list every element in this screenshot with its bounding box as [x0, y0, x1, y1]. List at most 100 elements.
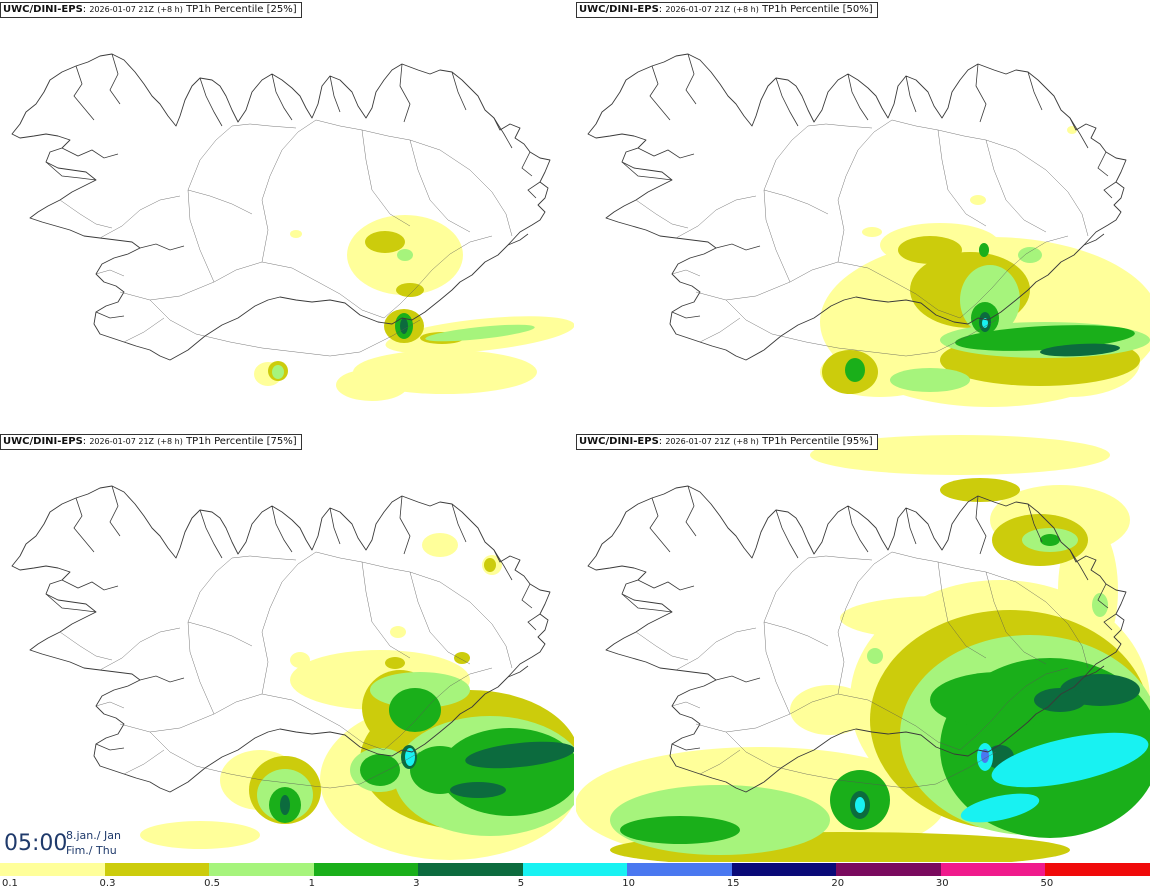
fjord	[1097, 583, 1109, 609]
road	[409, 571, 471, 665]
precip-map-p75	[11, 485, 574, 860]
precip-area	[389, 688, 441, 732]
precip-area	[290, 652, 310, 668]
road	[891, 551, 1089, 669]
precip-area	[290, 230, 302, 238]
precip-area	[1018, 247, 1042, 263]
legend-swatch	[104, 863, 210, 876]
road	[675, 627, 757, 671]
fjord	[649, 65, 671, 121]
fjord	[775, 77, 799, 127]
road	[409, 139, 471, 233]
fjord	[715, 675, 761, 683]
legend-swatch	[0, 863, 106, 876]
coastline	[587, 485, 1127, 793]
road	[763, 621, 829, 647]
precip-area	[140, 821, 260, 849]
legend-label: 5	[517, 878, 525, 889]
precip-area	[385, 657, 405, 669]
fjord	[73, 65, 95, 121]
precip-area	[960, 793, 1040, 823]
fjord	[671, 743, 701, 751]
precip-area	[360, 754, 400, 786]
panel-title: UWC/DINI-EPS: 2026-01-07 21Z (+8 h) TP1h…	[0, 2, 302, 18]
legend-label: 3	[413, 878, 420, 889]
precip-area	[898, 236, 962, 264]
precip-area	[410, 746, 470, 794]
valid-time-box: 05:00 8.jan./ Jan Fim./ Thu	[0, 823, 130, 861]
road	[59, 631, 113, 661]
road	[959, 235, 1069, 319]
road	[725, 731, 997, 789]
road	[837, 119, 893, 263]
precip-area	[862, 227, 882, 237]
legend-swatch	[313, 863, 419, 876]
fjord	[399, 495, 411, 555]
panel-title: UWC/DINI-EPS: 2026-01-07 21Z (+8 h) TP1h…	[576, 434, 878, 450]
precip-area	[845, 358, 865, 382]
precip-map-p95	[576, 435, 1150, 862]
road	[315, 119, 513, 237]
map-panel-p75: UWC/DINI-EPS: 2026-01-07 21Z (+8 h) TP1h…	[0, 432, 574, 862]
fjord	[493, 549, 513, 581]
fjord	[109, 53, 121, 105]
precip-area	[1040, 343, 1120, 357]
fjord	[521, 583, 533, 609]
fjord	[45, 161, 97, 181]
road	[361, 561, 411, 659]
panel-title: UWC/DINI-EPS: 2026-01-07 21Z (+8 h) TP1h…	[576, 2, 878, 18]
precip-area	[1040, 534, 1060, 546]
legend-swatch	[418, 863, 524, 876]
fjord	[73, 497, 95, 553]
precip-map-p25	[11, 53, 574, 401]
fjord	[1027, 503, 1043, 543]
fjord	[61, 579, 119, 591]
precip-area	[1092, 593, 1108, 617]
precip-map-p50	[587, 53, 1150, 407]
fjord	[1103, 181, 1117, 199]
legend-swatch	[522, 863, 628, 876]
fjord	[271, 505, 293, 553]
precip-area	[397, 249, 413, 261]
precip-area	[450, 782, 506, 798]
road	[699, 749, 741, 775]
legend-swatch	[209, 863, 315, 876]
road	[675, 195, 757, 239]
precip-area	[396, 283, 424, 297]
precip-area	[620, 816, 740, 844]
legend-label: 0.5	[204, 878, 220, 889]
fjord	[637, 579, 695, 591]
precip-area	[400, 318, 408, 334]
fjord	[1027, 71, 1043, 111]
fjord	[621, 593, 673, 613]
fjord	[451, 503, 467, 543]
iceland-outline	[587, 53, 1127, 361]
legend-label: 15	[726, 878, 740, 889]
legend-label: 1	[308, 878, 315, 889]
fjord	[775, 509, 799, 559]
road	[807, 555, 873, 561]
road	[985, 139, 1047, 233]
fjord	[199, 509, 223, 559]
fjord	[1103, 613, 1117, 631]
road	[187, 189, 253, 215]
road	[95, 269, 125, 277]
fjord	[399, 63, 411, 123]
precip-area	[454, 652, 470, 664]
iceland-outline	[11, 485, 551, 793]
legend-label: 20	[831, 878, 845, 889]
fjord	[685, 485, 697, 537]
iceland-outline	[587, 485, 1127, 793]
road	[315, 551, 513, 669]
road	[59, 199, 113, 229]
valid-time: 05:00	[4, 831, 68, 856]
fjord	[45, 593, 97, 613]
fjord	[1097, 151, 1109, 177]
fjord	[1083, 665, 1105, 678]
fjord	[621, 161, 673, 181]
road	[383, 667, 493, 751]
fjord	[671, 311, 701, 319]
road	[149, 731, 421, 789]
fjord	[199, 77, 223, 127]
legend-swatch	[1045, 863, 1150, 876]
